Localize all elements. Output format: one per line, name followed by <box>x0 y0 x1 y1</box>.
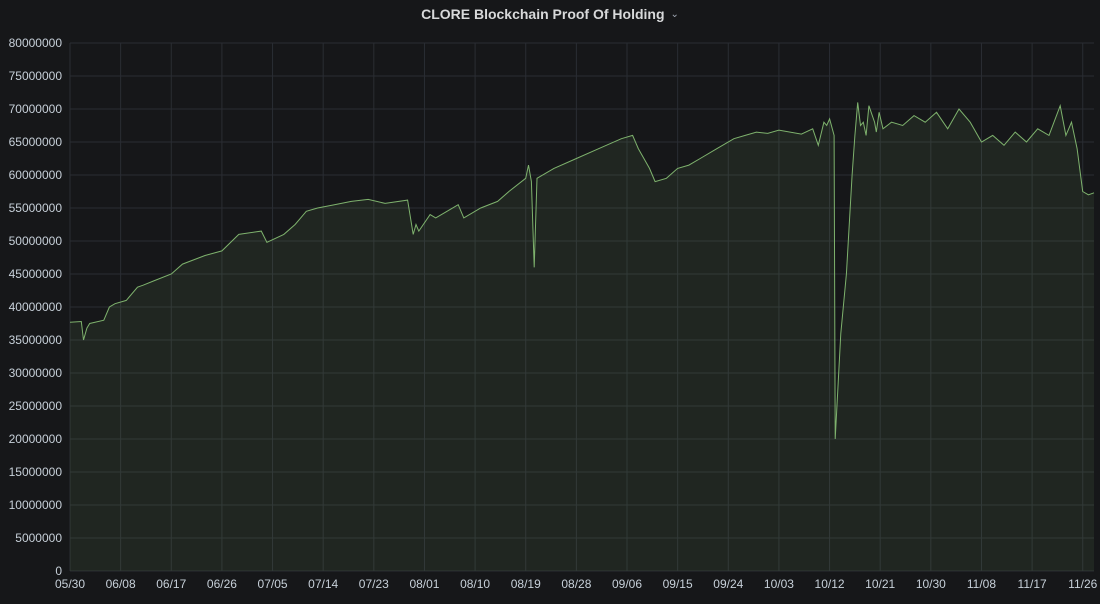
grid-lines <box>69 42 1094 572</box>
x-tick-label: 10/03 <box>764 577 794 591</box>
x-tick-label: 09/24 <box>713 577 743 591</box>
y-tick-label: 45000000 <box>9 267 63 281</box>
chevron-down-icon[interactable]: ⌄ <box>670 8 679 20</box>
y-tick-label: 35000000 <box>9 333 63 347</box>
x-tick-label: 10/21 <box>865 577 895 591</box>
x-tick-label: 08/28 <box>561 577 591 591</box>
x-tick-label: 06/08 <box>106 577 136 591</box>
y-tick-label: 65000000 <box>9 135 63 149</box>
x-tick-label: 06/17 <box>156 577 186 591</box>
x-tick-label: 08/01 <box>409 577 439 591</box>
x-tick-label: 07/05 <box>258 577 288 591</box>
series-layer <box>69 102 1095 572</box>
panel-title[interactable]: CLORE Blockchain Proof Of Holding <box>421 6 665 22</box>
y-tick-label: 75000000 <box>9 69 63 83</box>
y-tick-label: 20000000 <box>9 432 63 446</box>
x-tick-label: 08/10 <box>460 577 490 591</box>
x-tick-label: 11/08 <box>967 577 996 591</box>
x-tick-label: 10/12 <box>815 577 845 591</box>
x-tick-label: 07/23 <box>359 577 389 591</box>
y-tick-label: 30000000 <box>9 366 63 380</box>
x-tick-label: 05/30 <box>55 577 85 591</box>
x-tick-label: 09/15 <box>663 577 693 591</box>
x-tick-label: 09/06 <box>612 577 642 591</box>
series-line <box>69 102 1095 440</box>
y-tick-label: 50000000 <box>9 234 63 248</box>
x-axis: 05/30 06/08 06/17 06/26 07/05 07/14 07/23 08/01… <box>55 577 1098 591</box>
panel-header: CLORE Blockchain Proof Of Holding ⌄ <box>0 0 1100 28</box>
y-tick-label: 15000000 <box>9 465 63 479</box>
y-tick-label: 60000000 <box>9 168 63 182</box>
series-area <box>70 102 1094 572</box>
y-tick-label: 0 <box>55 564 62 578</box>
y-tick-label: 55000000 <box>9 201 63 215</box>
x-tick-label: 08/19 <box>511 577 541 591</box>
y-tick-label: 40000000 <box>9 300 63 314</box>
x-tick-label: 11/26 <box>1068 577 1097 591</box>
x-tick-label: 10/30 <box>916 577 946 591</box>
y-tick-label: 70000000 <box>9 102 63 116</box>
y-tick-label: 25000000 <box>9 399 63 413</box>
x-tick-label: 11/17 <box>1018 577 1047 591</box>
y-tick-label: 80000000 <box>9 36 63 50</box>
x-tick-label: 06/26 <box>207 577 237 591</box>
y-tick-label: 5000000 <box>15 531 62 545</box>
y-tick-label: 10000000 <box>9 498 63 512</box>
x-tick-label: 07/14 <box>308 577 338 591</box>
y-axis: 0 5000000 10000000 15000000 20000000 25000000… <box>9 36 63 578</box>
